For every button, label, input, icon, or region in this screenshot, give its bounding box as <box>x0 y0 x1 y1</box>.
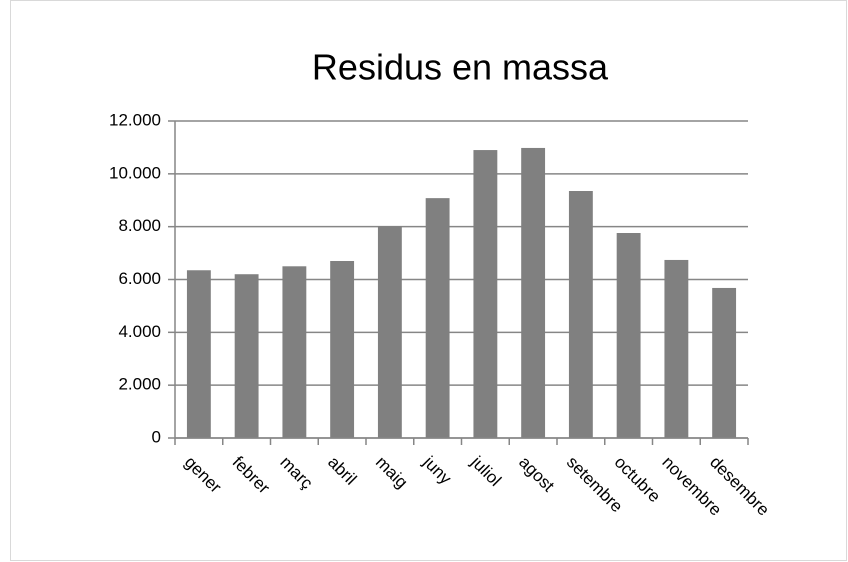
y-tick-label: 8.000 <box>118 216 161 235</box>
bar <box>568 191 593 438</box>
y-tick-label: 2.000 <box>118 375 161 394</box>
bar <box>282 266 307 438</box>
y-tick-label: 10.000 <box>109 163 161 182</box>
y-tick-label: 6.000 <box>118 269 161 288</box>
bar <box>425 198 450 438</box>
bar <box>330 261 355 438</box>
chart-title: Residus en massa <box>312 47 609 88</box>
bar <box>473 150 498 438</box>
bar <box>234 274 259 438</box>
y-tick-label: 12.000 <box>109 110 161 129</box>
bar <box>616 233 641 438</box>
bar <box>521 147 546 438</box>
bar <box>377 226 402 438</box>
bar <box>186 270 211 438</box>
bar <box>664 259 689 438</box>
bar <box>712 287 737 438</box>
y-tick-label: 4.000 <box>118 322 161 341</box>
y-tick-label: 0 <box>152 427 161 446</box>
